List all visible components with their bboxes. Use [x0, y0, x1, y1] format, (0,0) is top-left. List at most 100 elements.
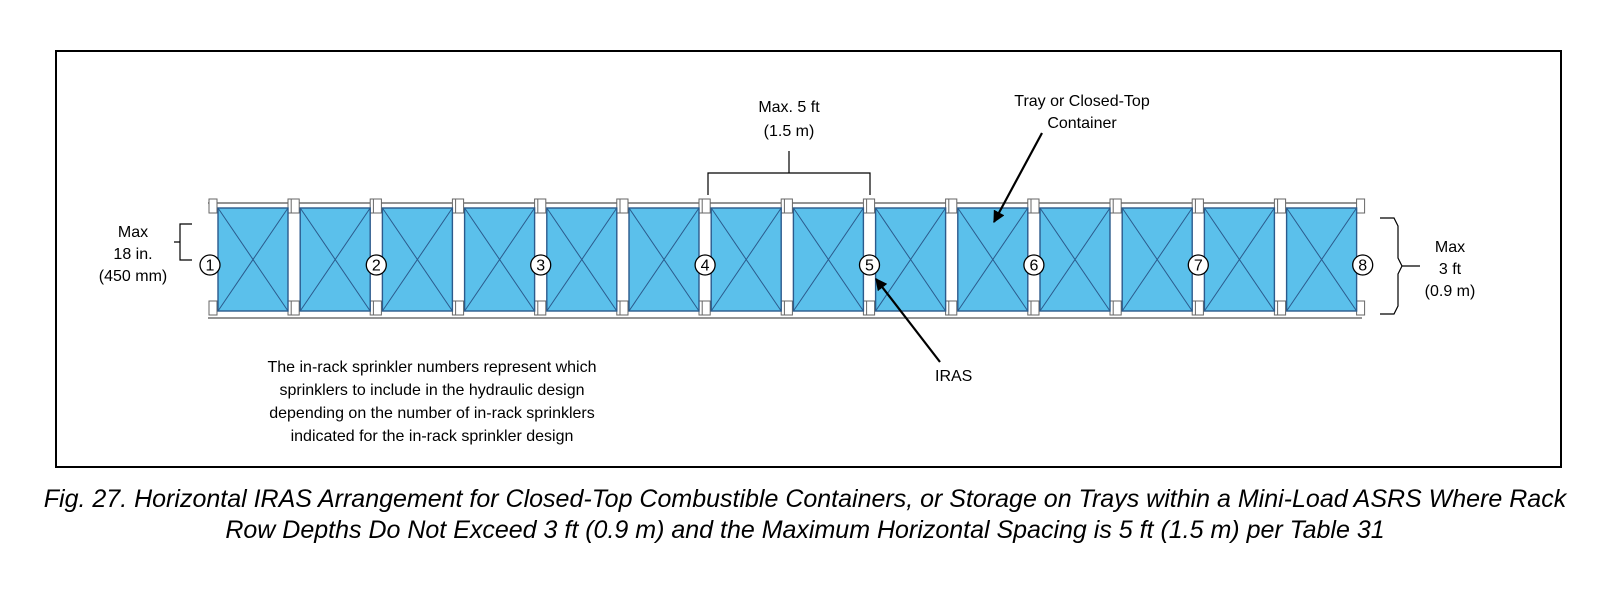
rack-post: [537, 300, 547, 316]
note-line3: depending on the number of in-rack sprin…: [269, 405, 595, 422]
rack-post: [290, 300, 300, 316]
rack-post: [948, 198, 958, 214]
container-cross-line: [381, 207, 453, 312]
rack-post: [1277, 198, 1287, 214]
container: [208, 198, 297, 316]
sprinkler-number: 2: [372, 258, 381, 275]
container: [290, 198, 379, 316]
container: [455, 198, 544, 316]
max-depth-right-annotation: Max 3 ft (0.9 m): [1380, 217, 1476, 315]
note-line2: sprinklers to include in the hydraulic d…: [279, 382, 584, 399]
iras-arrangement-diagram: 1 2 3 4 5 6 7 8 Max. 5 ft (1.5 m) Tray or Close…: [99, 93, 1476, 445]
sprinkler-marker: 4: [694, 254, 716, 276]
rack-post: [948, 300, 958, 316]
rack-post: [1030, 300, 1040, 316]
rack-post: [1194, 198, 1204, 214]
iras-label: IRAS: [935, 368, 972, 385]
rack-post: [455, 198, 465, 214]
sprinkler-circle: [199, 254, 221, 276]
figure-frame: [55, 50, 1562, 468]
rack-post: [208, 300, 218, 316]
max-depth-right-line3: (0.9 m): [1425, 283, 1476, 300]
sprinkler-number: 8: [1358, 258, 1367, 275]
container-cross-line: [710, 207, 782, 312]
max-depth-right-line1: Max: [1435, 239, 1465, 256]
container-cross-line: [299, 207, 371, 312]
sprinkler-number: 4: [701, 258, 710, 275]
sprinkler-number: 7: [1194, 258, 1203, 275]
sprinkler-number: 5: [865, 258, 874, 275]
rack-post: [701, 300, 711, 316]
sprinkler-circle: [1352, 254, 1374, 276]
rack-post: [866, 198, 876, 214]
tray-label-line1: Tray or Closed-Top: [1014, 93, 1150, 110]
iras-annotation: IRAS: [875, 278, 972, 385]
container: [948, 198, 1037, 316]
rack-post: [372, 198, 382, 214]
rack-post: [1356, 300, 1366, 316]
container: [537, 198, 626, 316]
note-line1: The in-rack sprinkler numbers represent …: [267, 359, 596, 376]
sprinkler-circle: [365, 254, 387, 276]
container-cross-line: [1121, 207, 1193, 312]
sprinkler-marker: 2: [365, 254, 387, 276]
max-depth-right-line2: 3 ft: [1439, 261, 1462, 278]
sprinkler-marker: 7: [1187, 254, 1209, 276]
tray-arrow: [993, 132, 1043, 224]
sprinkler-marker: 1: [199, 254, 221, 276]
container: [372, 198, 461, 316]
max-spacing-annotation: Max. 5 ft (1.5 m): [707, 99, 871, 195]
sprinkler-circle: [1187, 254, 1209, 276]
max-depth-right-bracket: [1380, 217, 1420, 315]
container-cross-line: [628, 207, 700, 312]
sprinkler-marker: 5: [858, 254, 881, 276]
container-cross-line: [1203, 207, 1275, 312]
container-cross-line: [957, 207, 1029, 312]
figure-caption: Fig. 27. Horizontal IRAS Arrangement for…: [43, 485, 1567, 544]
note-text: The in-rack sprinkler numbers represent …: [267, 359, 596, 445]
container: [1112, 198, 1201, 316]
rack-post: [1112, 300, 1122, 316]
max-depth-left-line3: (450 mm): [99, 268, 167, 285]
max-depth-left-annotation: Max 18 in. (450 mm): [99, 223, 192, 285]
rack-post: [1194, 300, 1204, 316]
container: [701, 198, 790, 316]
tray-annotation: Tray or Closed-Top Container: [993, 93, 1150, 224]
sprinklers-group: 1 2 3 4 5 6 7 8: [199, 254, 1374, 276]
rack-post: [1356, 198, 1366, 214]
sprinkler-circle: [530, 254, 552, 276]
rack-post: [1030, 198, 1040, 214]
rack-post: [701, 198, 711, 214]
container: [866, 198, 955, 316]
rack-post: [455, 300, 465, 316]
sprinkler-circle: [694, 254, 716, 276]
sprinkler-marker: 3: [530, 254, 552, 276]
max-spacing-bracket: [707, 151, 871, 195]
container-cross-line: [792, 207, 864, 312]
max-depth-left-line2: 18 in.: [113, 246, 152, 263]
max-depth-left-line1: Max: [118, 224, 148, 241]
container: [783, 198, 872, 316]
sprinkler-number: 6: [1029, 258, 1038, 275]
container-cross-line: [1286, 207, 1358, 312]
sprinkler-number: 1: [206, 258, 215, 275]
containers-group: [208, 198, 1366, 316]
rack-post: [290, 198, 300, 214]
max-spacing-label-line1: Max. 5 ft: [758, 99, 820, 116]
rack-post: [537, 198, 547, 214]
container-cross-line: [464, 207, 536, 312]
sprinkler-marker: 8: [1352, 254, 1374, 276]
max-spacing-label-line2: (1.5 m): [764, 123, 815, 140]
container: [1030, 198, 1119, 316]
rack-post: [1112, 198, 1122, 214]
iras-arrow: [875, 278, 941, 363]
rack-post: [866, 300, 876, 316]
rack-post: [783, 198, 793, 214]
container-cross-line: [217, 207, 289, 312]
rack-post: [1277, 300, 1287, 316]
container: [1194, 198, 1283, 316]
sprinkler-marker: 6: [1023, 254, 1045, 276]
rack-post: [619, 300, 629, 316]
container-cross-line: [1039, 207, 1111, 312]
container: [1277, 198, 1366, 316]
